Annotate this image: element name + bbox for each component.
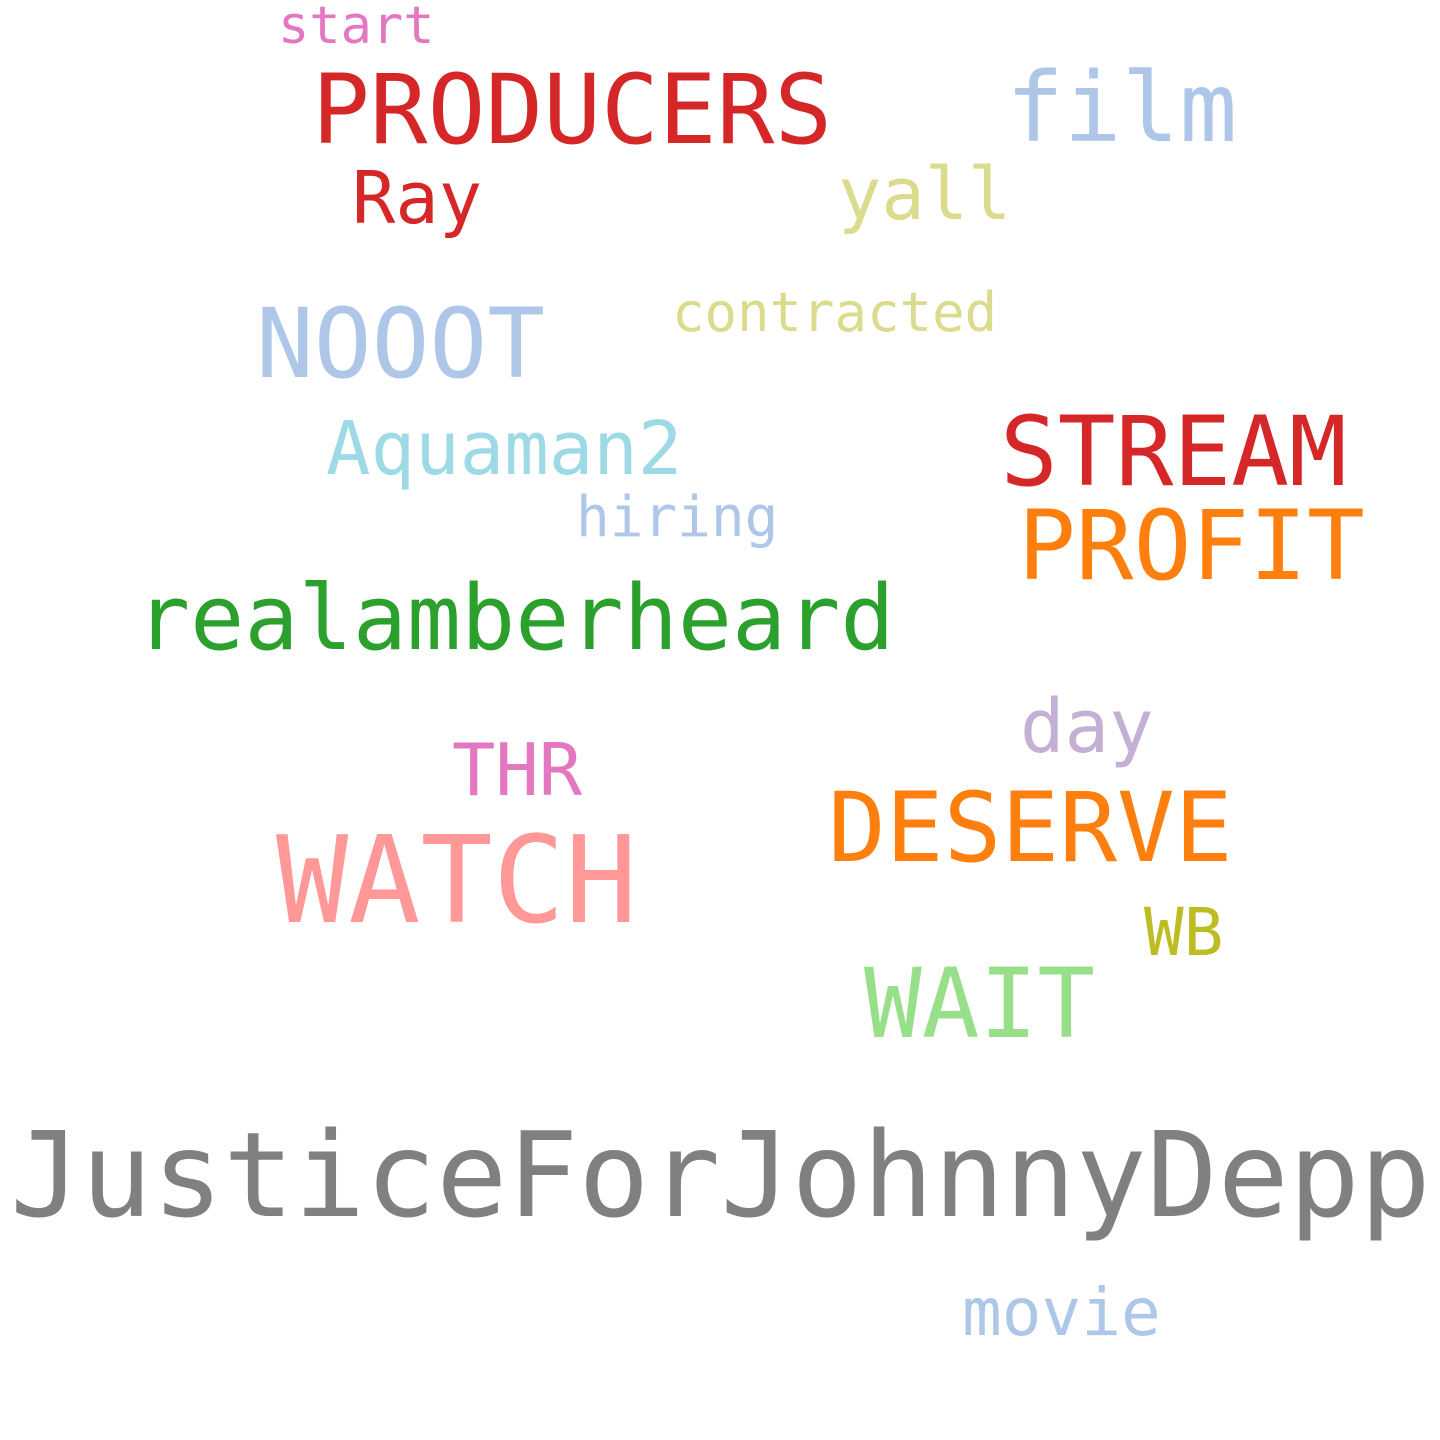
word-wait: WAIT — [864, 948, 1096, 1060]
word-aquaman2: Aquaman2 — [326, 406, 683, 492]
word-profit: PROFIT — [1018, 490, 1365, 602]
word-contracted: contracted — [672, 281, 998, 344]
word-thr: THR — [452, 728, 583, 812]
word-hiring: hiring — [576, 485, 779, 550]
word-film: film — [1006, 52, 1238, 164]
word-day: day — [1020, 684, 1154, 770]
word-wb: WB — [1144, 894, 1224, 971]
word-yall: yall — [838, 152, 1012, 236]
word-watch: WATCH — [276, 812, 638, 951]
word-ray: Ray — [352, 156, 483, 240]
word-nooot: NOOOT — [256, 288, 545, 400]
word-start: start — [278, 0, 435, 56]
word-stream: STREAM — [1000, 396, 1347, 508]
word-producers: PRODUCERS — [312, 54, 833, 166]
word-deserve: DESERVE — [828, 772, 1233, 884]
word-realamberheard: realamberheard — [136, 566, 895, 671]
word-movie: movie — [962, 1274, 1161, 1351]
word-justiceforjohnnydepp: JusticeForJohnnyDepp — [10, 1106, 1431, 1244]
